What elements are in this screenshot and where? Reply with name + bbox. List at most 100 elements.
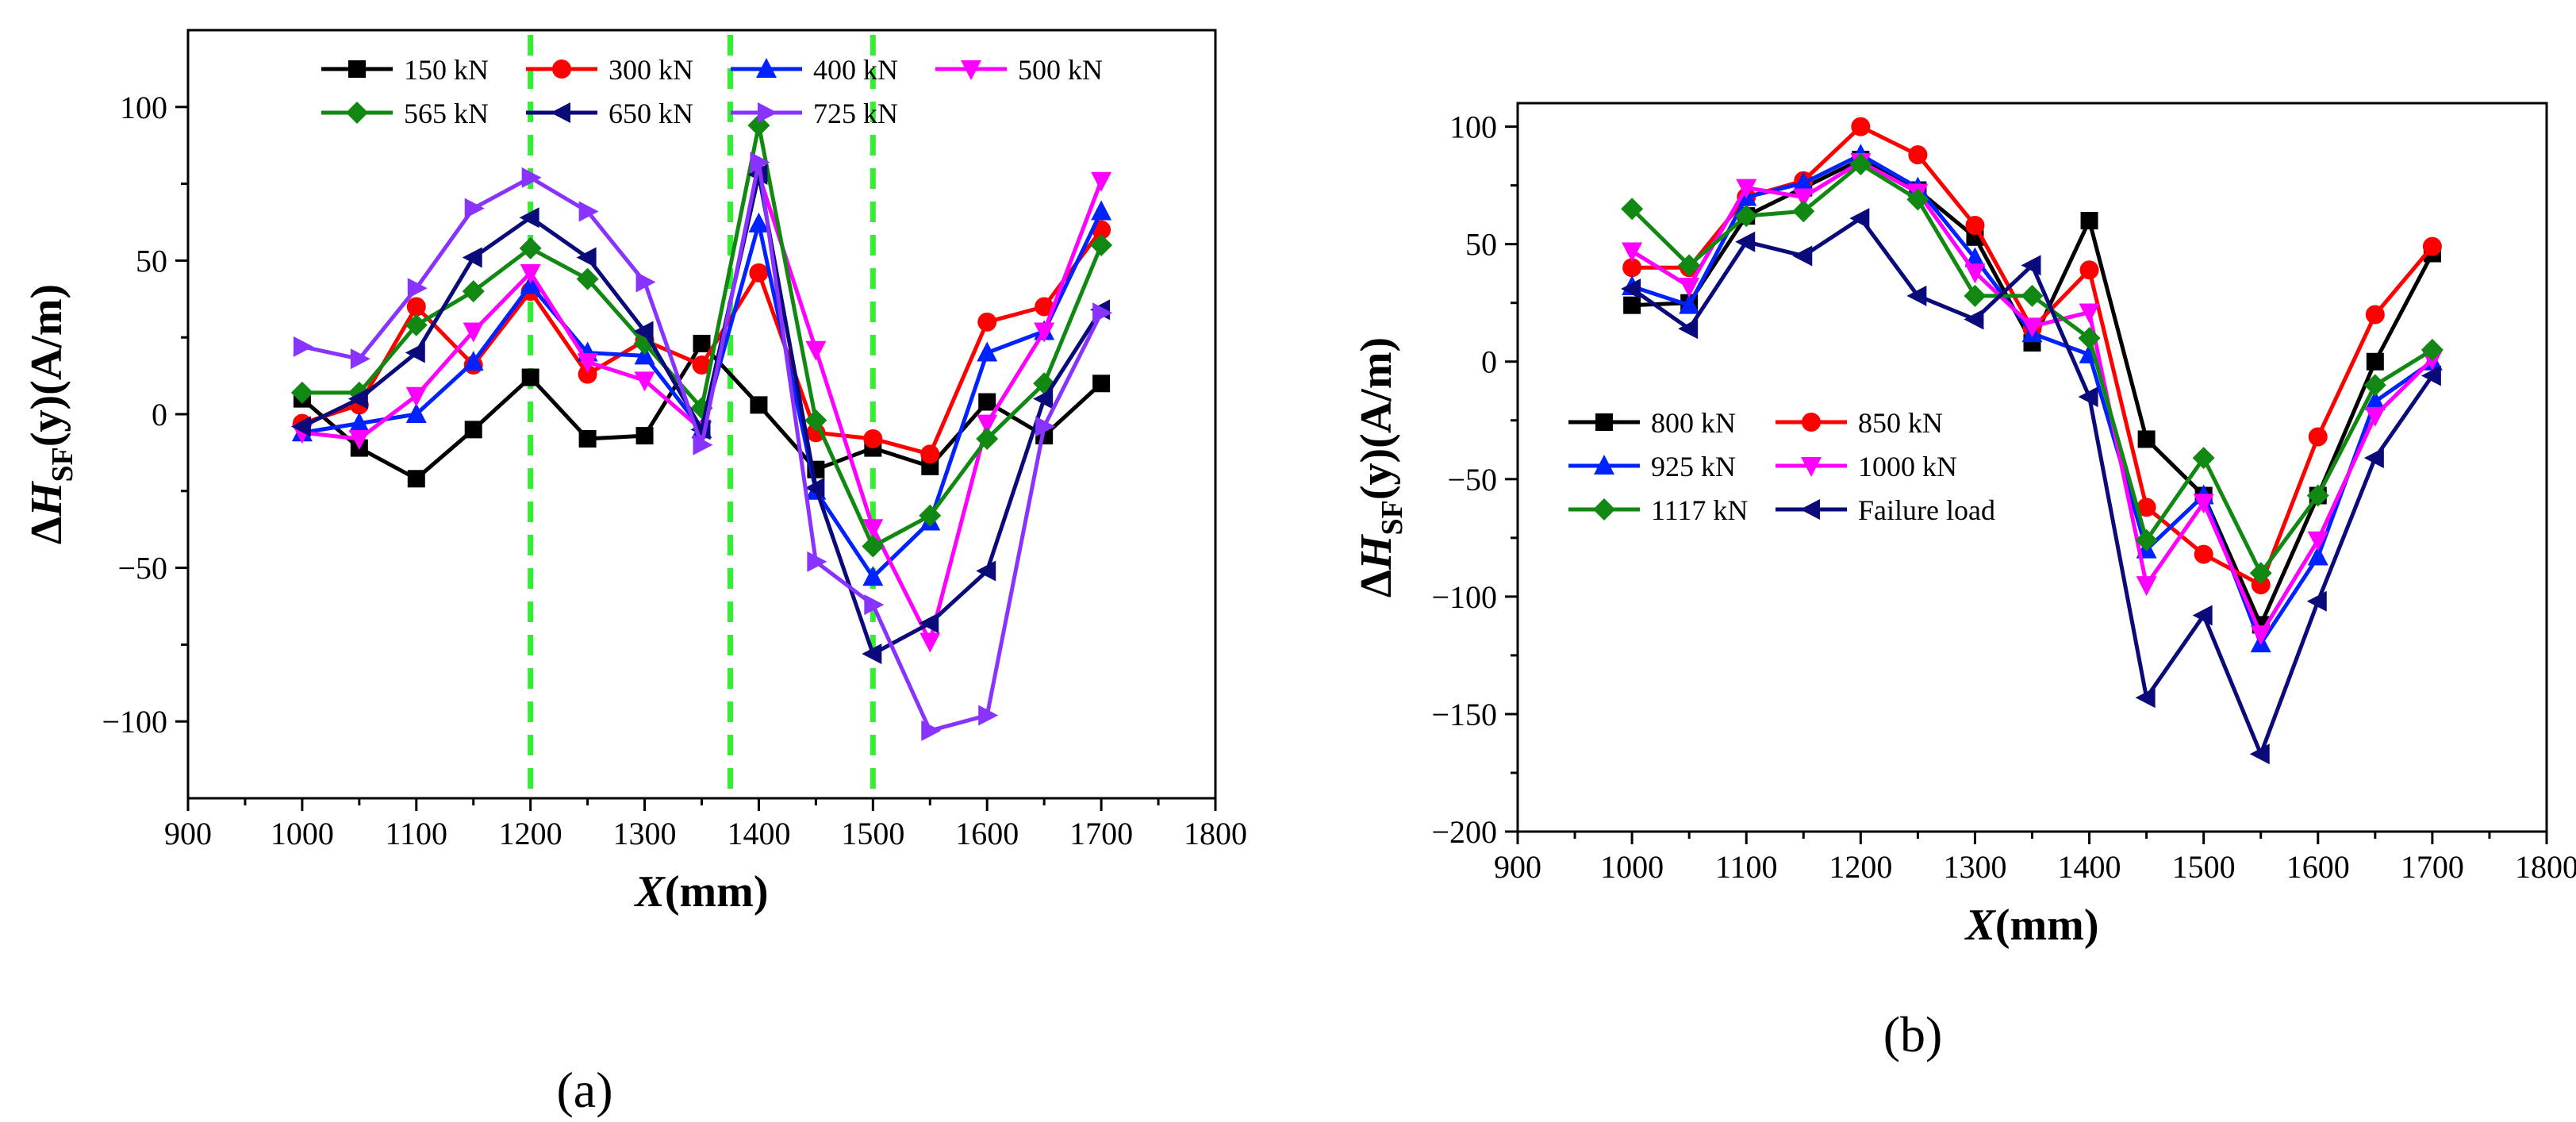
y-tick-label: −50 [1447,462,1497,498]
data-point [2363,448,2384,469]
legend-label: 400 kN [813,54,898,86]
legend: 150 kN 300 kN 400 kN 500 kN 565 kN 650 kN 725 … [321,54,1103,129]
x-tick-label: 1000 [271,816,334,851]
data-point [1622,258,1642,278]
data-point [1965,215,1985,235]
data-point [919,504,942,527]
y-tick-label: −50 [117,551,167,586]
series-line [1631,152,2434,646]
legend-swatch-marker [756,58,777,78]
y-tick-label: −200 [1431,814,1497,850]
data-point [1849,152,1872,175]
data-point [804,409,827,432]
data-point [1622,242,1643,263]
x-axis-label: X(mm) [634,867,769,916]
data-point [1964,309,1984,330]
x-tick-label: 1200 [499,816,562,851]
data-point [464,198,485,219]
data-point [1092,302,1113,324]
x-tick-label: 1000 [1600,849,1664,885]
data-point [1678,254,1701,277]
data-point [2366,352,2384,371]
data-point [2192,605,2213,626]
x-tick-label: 1400 [2058,849,2121,885]
x-tick-label: 1800 [1184,816,1247,851]
data-point [693,434,713,455]
panel-label: (a) [556,1062,612,1118]
x-tick-label: 1200 [1829,849,1892,885]
x-tick-label: 1100 [386,816,448,851]
legend-swatch-marker [346,102,368,124]
series [1621,208,2441,765]
data-point [2135,528,2158,551]
data-point [2250,625,2271,646]
x-tick-label: 1700 [2401,849,2464,885]
data-point [1908,145,1928,165]
data-point [1679,277,1700,298]
data-point [2308,427,2328,447]
data-point [862,566,884,586]
legend-item: 400 kN [731,54,898,86]
data-point [462,280,485,303]
y-tick-label: 0 [152,397,167,432]
legend-label: Failure load [1858,494,1995,526]
data-point [1849,208,1870,229]
data-point [2021,255,2041,276]
legend-item: 1117 kN [1568,494,1748,526]
y-tick-label: −100 [102,704,167,740]
x-tick-label: 1700 [1069,816,1133,851]
data-point [635,271,656,293]
data-point [1735,205,1758,228]
y-tick-label: 100 [1449,110,1497,145]
legend-label: 565 kN [404,98,489,129]
data-point [1091,171,1112,192]
legend-item: 1000 kN [1776,451,1957,482]
data-point [520,263,541,284]
data-point [407,470,425,488]
data-point [1092,375,1111,393]
data-point [1091,200,1112,221]
data-point [290,381,313,404]
data-point [2136,498,2156,517]
series [292,220,1111,464]
data-point [2137,430,2156,448]
y-tick-label: 100 [120,90,167,125]
data-point [976,560,996,582]
legend-swatch-marker [758,102,777,123]
y-tick-label: −150 [1431,697,1497,732]
data-point [578,429,597,448]
y-axis-label: ΔHSF(y)(A/m) [22,284,79,544]
legend-swatch-marker [1800,499,1820,520]
data-point [807,551,827,572]
x-tick-label: 1800 [2515,849,2576,885]
data-point [1793,188,1814,209]
legend-swatch-marker [1595,413,1613,431]
data-point [977,414,998,435]
legend-item: 850 kN [1776,407,1943,439]
data-point [1736,179,1757,199]
data-point [863,428,883,448]
legend-label: 850 kN [1858,407,1943,439]
data-point [978,705,999,726]
panel-label: (b) [1883,1006,1943,1062]
data-point [2251,575,2271,595]
legend: 800 kN 850 kN 925 kN 1000 kN 1117 kN Failure … [1568,407,1995,526]
data-point [578,201,599,222]
data-point [1851,117,1871,136]
data-point [350,348,370,370]
series [293,152,1113,741]
data-point [1906,285,1927,306]
data-point [405,342,425,363]
data-point [1964,284,1987,307]
data-point [2136,576,2157,597]
data-point [521,368,539,386]
data-point [633,321,654,342]
legend-item: 300 kN [526,54,693,86]
data-point [1621,278,1641,299]
data-point [521,167,542,188]
data-point [977,312,997,332]
data-point [920,444,940,464]
data-point [1678,318,1699,340]
data-point [576,247,597,268]
